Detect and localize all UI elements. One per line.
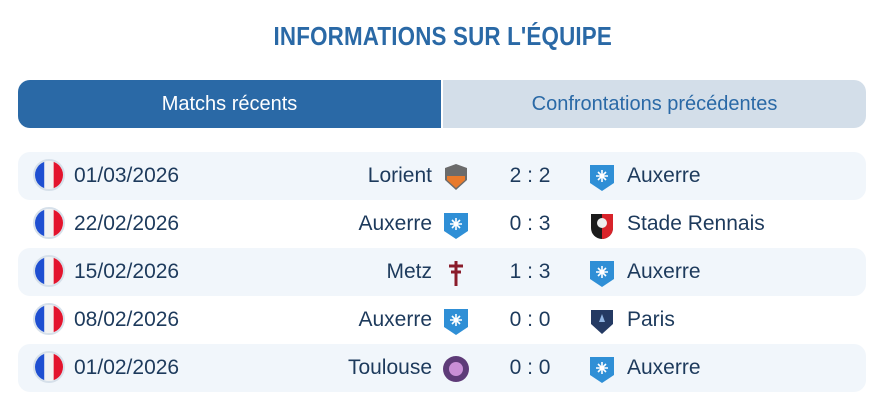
toulouse-logo-icon (442, 354, 470, 384)
match-list: 01/03/2026 Lorient 2 : 2 Auxerre 22/02/2… (18, 152, 866, 392)
tab-bar: Matchs récents Confrontations précédente… (18, 80, 866, 128)
france-flag-icon (33, 207, 65, 239)
france-flag-icon (33, 303, 65, 335)
away-team-name: Stade Rennais (627, 212, 765, 235)
home-team-name: Toulouse (347, 356, 432, 379)
auxerre-logo-icon (588, 258, 616, 288)
auxerre-logo-icon (588, 162, 616, 192)
home-team-name: Auxerre (358, 308, 432, 331)
france-flag-icon (33, 255, 65, 287)
away-team-name: Auxerre (627, 164, 701, 187)
paris-fc-logo-icon (588, 306, 616, 336)
match-date: 01/02/2026 (74, 356, 180, 379)
match-row[interactable]: 08/02/2026 Auxerre 0 : 0 Paris (18, 296, 866, 344)
metz-logo-icon (442, 258, 470, 288)
home-team-name: Metz (386, 260, 432, 283)
match-date: 22/02/2026 (74, 212, 180, 235)
home-team-name: Lorient (367, 164, 432, 187)
france-flag-icon (33, 351, 65, 383)
auxerre-logo-icon (442, 306, 470, 336)
away-team-name: Paris (627, 308, 675, 331)
auxerre-logo-icon (442, 210, 470, 240)
lorient-logo-icon (442, 162, 470, 192)
match-score: 2 : 2 (509, 164, 551, 187)
rennes-logo-icon (588, 210, 616, 240)
section-title: INFORMATIONS SUR L'ÉQUIPE (273, 21, 613, 51)
tab-head-to-head[interactable]: Confrontations précédentes (531, 92, 778, 115)
match-date: 01/03/2026 (74, 164, 180, 187)
match-date: 08/02/2026 (74, 308, 180, 331)
match-row[interactable]: 01/03/2026 Lorient 2 : 2 Auxerre (18, 152, 866, 200)
match-score: 0 : 0 (509, 356, 551, 379)
home-team-name: Auxerre (358, 212, 432, 235)
match-date: 15/02/2026 (74, 260, 180, 283)
match-score: 0 : 0 (509, 308, 551, 331)
match-score: 0 : 3 (509, 212, 551, 235)
tab-recent-matches[interactable]: Matchs récents (18, 80, 443, 128)
match-score: 1 : 3 (509, 260, 551, 283)
auxerre-logo-icon (588, 354, 616, 384)
match-row[interactable]: 01/02/2026 Toulouse 0 : 0 Auxerre (18, 344, 866, 392)
match-row[interactable]: 15/02/2026 Metz 1 : 3 Auxerre (18, 248, 866, 296)
away-team-name: Auxerre (627, 260, 701, 283)
match-row[interactable]: 22/02/2026 Auxerre 0 : 3 Stade Rennais (18, 200, 866, 248)
france-flag-icon (33, 159, 65, 191)
away-team-name: Auxerre (627, 356, 701, 379)
